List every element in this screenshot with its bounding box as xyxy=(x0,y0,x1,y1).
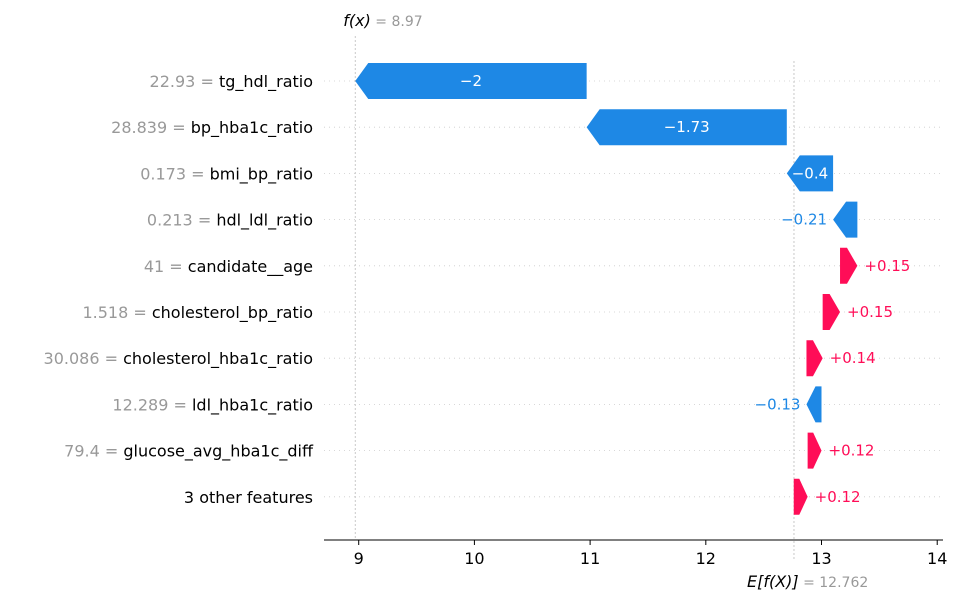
bar-value-label: +0.12 xyxy=(815,488,861,506)
feature-name: tg_hdl_ratio xyxy=(219,72,313,92)
bar-value-label: −2 xyxy=(460,72,482,90)
feature-label: 3 other features xyxy=(184,488,313,507)
x-tick-label: 9 xyxy=(354,549,364,568)
feature-value: 1.518 = xyxy=(82,303,151,322)
feature-value: 79.4 = xyxy=(64,442,123,461)
waterfall-bar xyxy=(586,109,787,146)
ex-value: = 12.762 xyxy=(799,575,869,591)
feature-name: candidate__age xyxy=(188,257,313,277)
feature-label: 12.289 = ldl_hba1c_ratio xyxy=(112,395,313,415)
x-tick-label: 12 xyxy=(696,549,716,568)
feature-label: 0.173 = bmi_bp_ratio xyxy=(140,164,313,184)
bar-value-label: +0.15 xyxy=(864,257,910,275)
feature-label: 22.93 = tg_hdl_ratio xyxy=(150,72,313,92)
bar-value-label: +0.14 xyxy=(830,349,876,367)
fx-label: f(x) xyxy=(343,11,371,30)
feature-value: 41 = xyxy=(144,257,188,276)
x-tick-label: 10 xyxy=(464,549,484,568)
fx-annotation: f(x) = 8.97 xyxy=(343,11,422,30)
ex-annotation: E[f(X)] = 12.762 xyxy=(747,572,868,591)
annotations: f(x) = 8.97 E[f(X)] = 12.762 xyxy=(343,11,868,591)
waterfall-bar xyxy=(355,63,587,99)
feature-label: 30.086 = cholesterol_hba1c_ratio xyxy=(44,349,313,369)
waterfall-bar xyxy=(793,478,808,515)
bar-value-label: −0.4 xyxy=(792,164,828,182)
feature-labels: 22.93 = tg_hdl_ratio 28.839 = bp_hba1c_ra… xyxy=(44,72,314,507)
feature-value: 0.213 = xyxy=(147,211,216,230)
feature-name: bmi_bp_ratio xyxy=(210,164,313,184)
feature-name: cholesterol_hba1c_ratio xyxy=(123,349,313,369)
feature-label: 79.4 = glucose_avg_hba1c_diff xyxy=(64,442,314,462)
ex-label: E[f(X)] xyxy=(747,572,799,591)
feature-name: 3 other features xyxy=(184,488,313,507)
bar-value-label: +0.12 xyxy=(829,442,875,460)
x-tick-label: 11 xyxy=(580,549,600,568)
feature-label: 1.518 = cholesterol_bp_ratio xyxy=(82,303,313,323)
bar-value-label: −1.73 xyxy=(664,118,710,136)
waterfall-bar xyxy=(807,432,822,469)
feature-value: 0.173 = xyxy=(140,164,209,183)
waterfall-bar xyxy=(806,340,823,377)
feature-name: hdl_ldl_ratio xyxy=(216,211,313,231)
waterfall-bar xyxy=(833,201,858,238)
feature-label: 0.213 = hdl_ldl_ratio xyxy=(147,211,313,231)
x-tick-label: 14 xyxy=(927,549,947,568)
waterfall-bar xyxy=(806,386,822,423)
reference-lines xyxy=(354,36,795,560)
bars-layer: −2 −1.73 −0.4 −0.21 +0.15 +0.15 +0.14 −0.13 +0.1… xyxy=(355,63,910,515)
waterfall-bar xyxy=(822,294,841,330)
waterfall-bar xyxy=(786,155,834,192)
bar-value-label: −0.13 xyxy=(755,395,801,413)
fx-value: = 8.97 xyxy=(371,14,423,30)
feature-name: ldl_hba1c_ratio xyxy=(192,395,313,415)
feature-value: 28.839 = xyxy=(111,118,191,137)
feature-value: 22.93 = xyxy=(150,72,219,91)
bar-value-label: −0.21 xyxy=(781,211,827,229)
x-tick-label: 13 xyxy=(811,549,831,568)
bar-value-label: +0.15 xyxy=(847,303,893,321)
waterfall-bar xyxy=(840,247,858,284)
feature-value: 12.289 = xyxy=(112,395,192,414)
feature-label: 41 = candidate__age xyxy=(144,257,313,277)
feature-name: glucose_avg_hba1c_diff xyxy=(123,442,314,462)
feature-name: bp_hba1c_ratio xyxy=(191,118,313,138)
x-axis: 9 10 11 12 13 14 xyxy=(324,539,947,568)
feature-label: 28.839 = bp_hba1c_ratio xyxy=(111,118,313,138)
feature-value: 30.086 = xyxy=(44,349,124,368)
feature-name: cholesterol_bp_ratio xyxy=(152,303,313,323)
